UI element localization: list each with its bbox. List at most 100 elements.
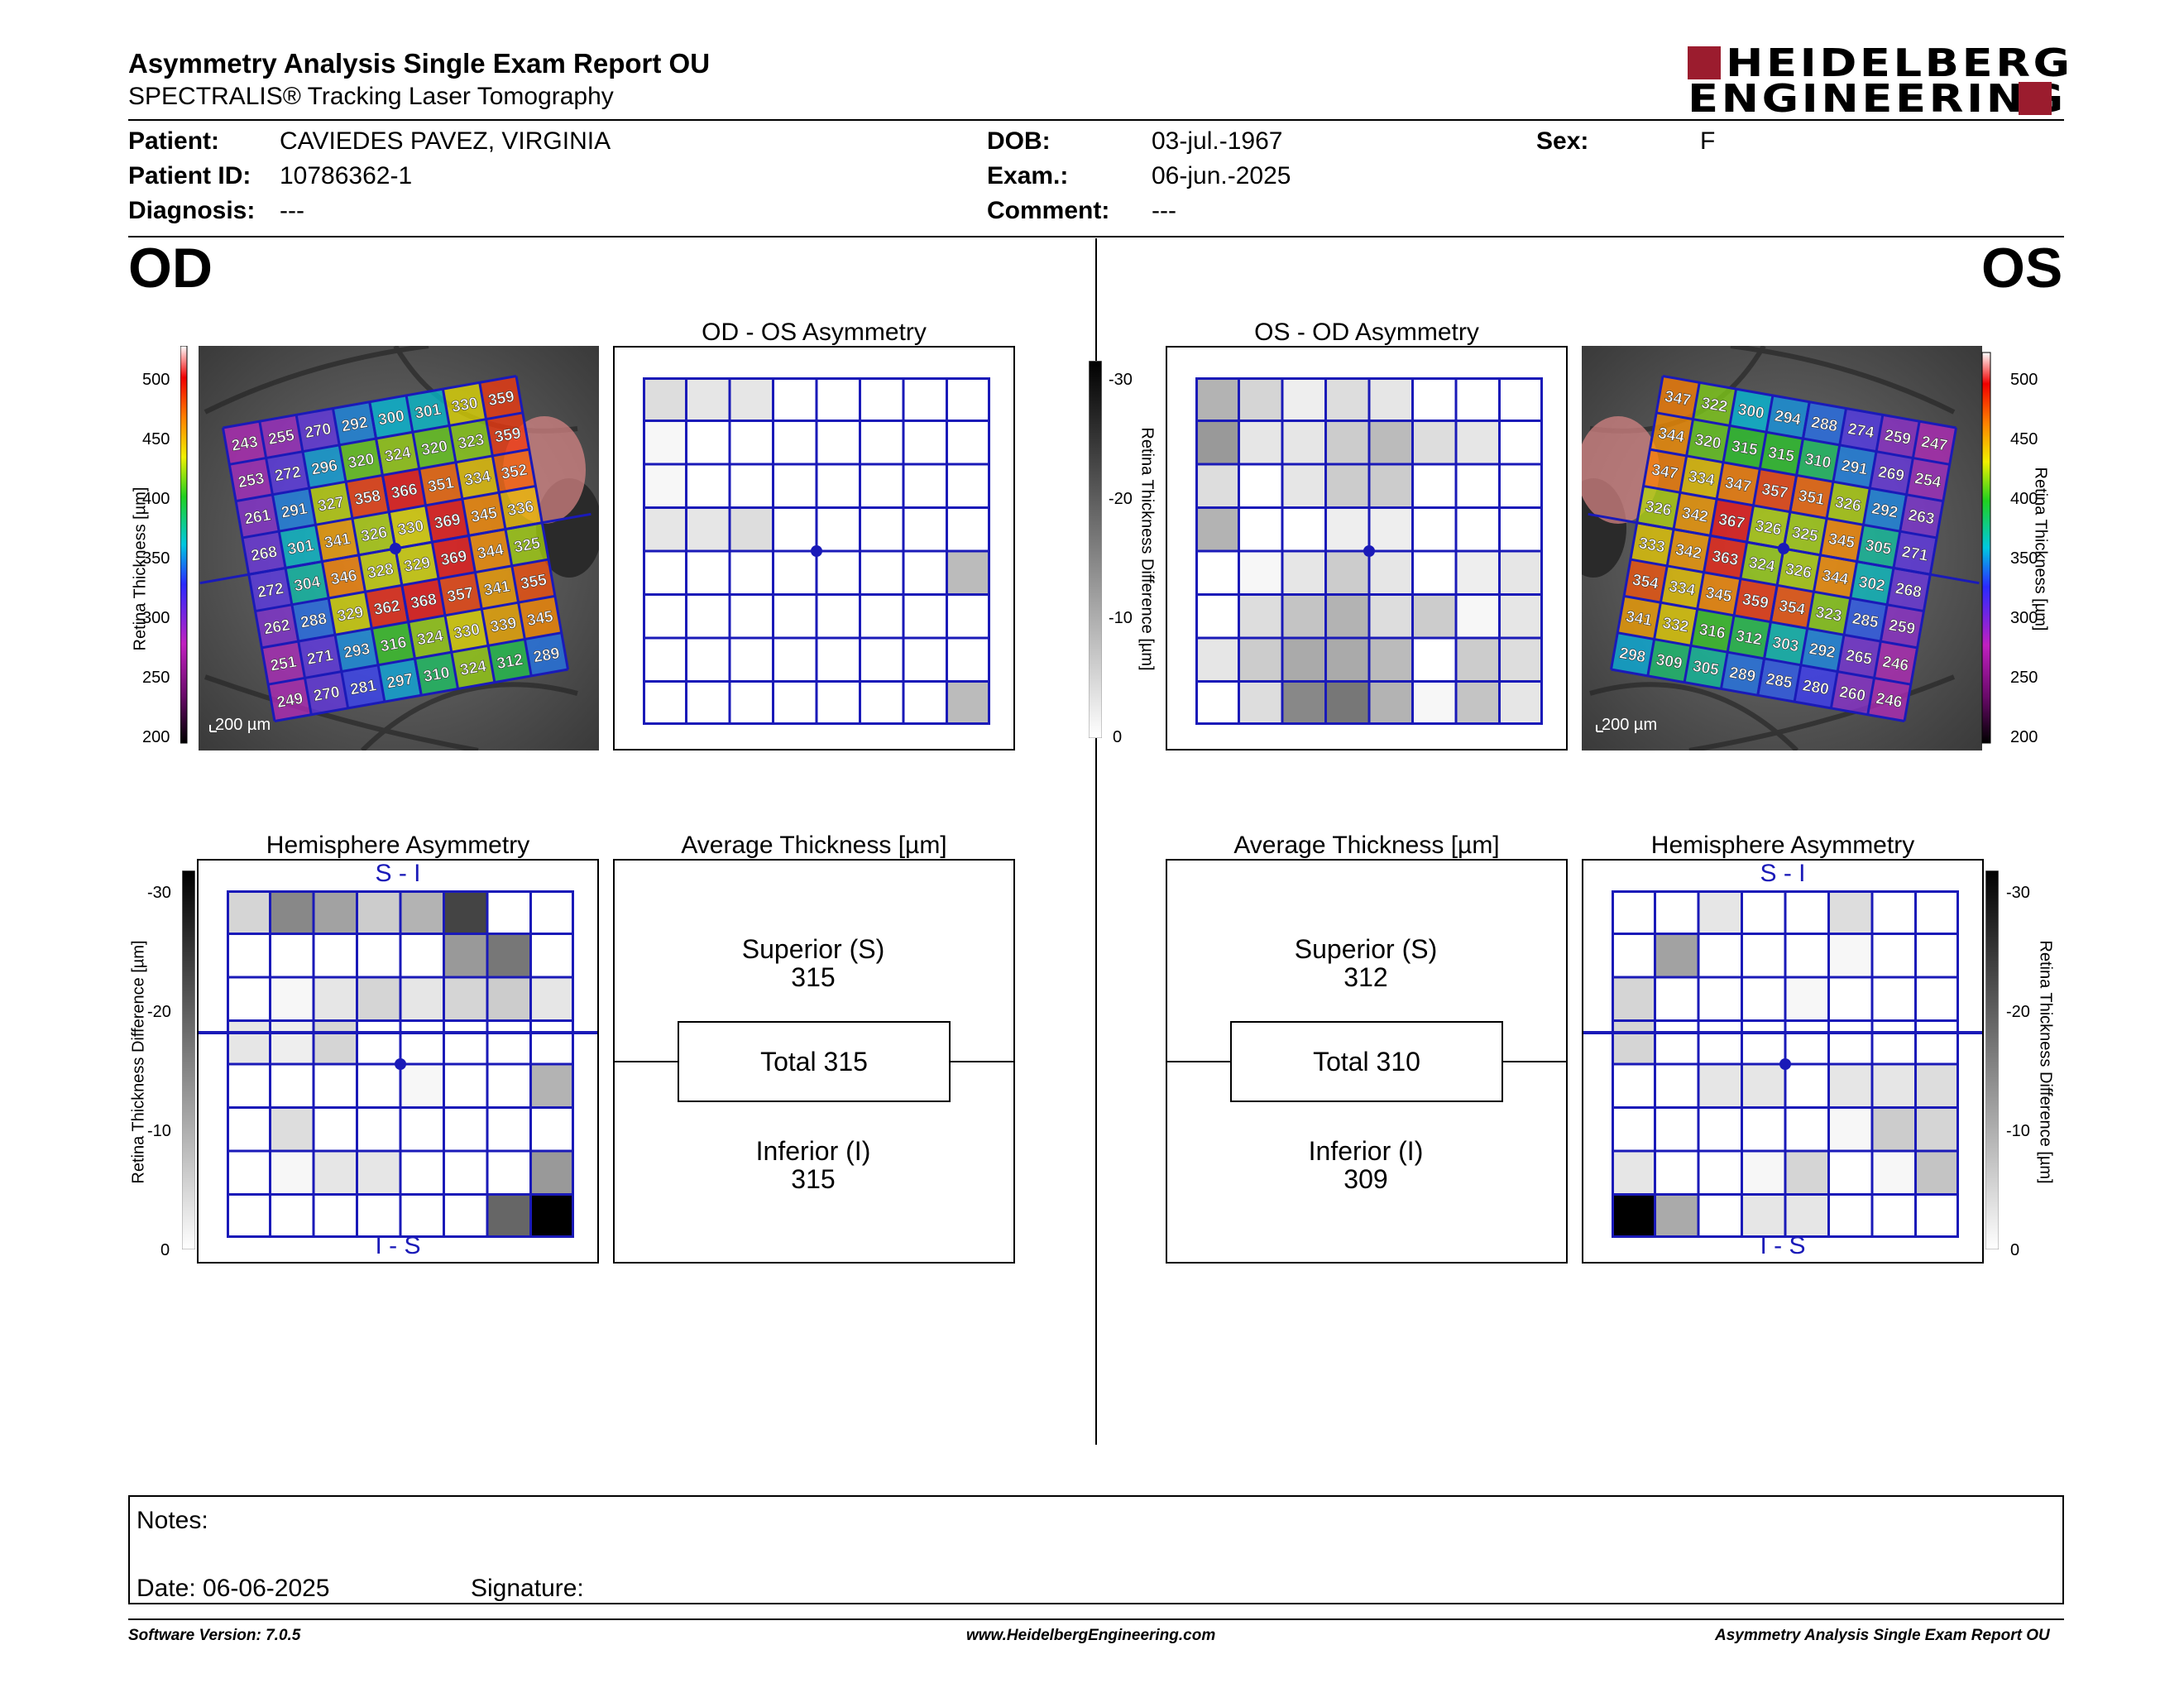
os-hemi-cell — [1612, 1193, 1656, 1238]
os-asym-cell — [1324, 549, 1371, 596]
os-asym-cell — [1281, 506, 1327, 553]
dob-label: DOB: — [987, 127, 1051, 155]
od-thickness-cell — [268, 678, 312, 722]
od-hemi-tick: -10 — [147, 1122, 171, 1140]
os-hemi-cell — [1784, 1149, 1830, 1196]
os-hemi-cell — [1914, 890, 1959, 935]
logo-line1: HEIDELBERG — [1688, 44, 2070, 82]
od-asym-cell — [859, 463, 905, 509]
os-hemi-cell — [1612, 1062, 1656, 1109]
od-hemi-cell — [529, 1106, 574, 1153]
od-thickness-tick: 200 — [142, 728, 170, 746]
os-asym-cell — [1281, 549, 1327, 596]
os-label: OS — [1981, 237, 2063, 300]
os-thickness-cell — [1660, 565, 1704, 610]
od-thickness-cell — [475, 565, 519, 610]
logo-text-top: HEIDELBERG — [1726, 41, 2073, 85]
os-asym-cell — [1454, 420, 1501, 466]
os-thickness-value: 320 — [1693, 431, 1722, 453]
os-hemi-cell — [1914, 1149, 1959, 1196]
od-hemi-cell — [227, 890, 271, 935]
od-thickness-cell — [339, 439, 383, 482]
od-asym-cell — [946, 506, 990, 553]
logo-square-top — [1688, 46, 1721, 79]
os-hemi-cell — [1654, 1062, 1700, 1109]
od-asym-cell — [902, 636, 948, 683]
od-thickness-cell — [395, 542, 439, 586]
os-hemi-tick: -20 — [2006, 1003, 2030, 1021]
od-hemi-cell — [399, 933, 445, 979]
os-thickness-cell — [1870, 451, 1913, 495]
od-asym-cell — [728, 636, 774, 683]
os-thickness-cell — [1831, 671, 1875, 715]
od-hemi-cell — [443, 1019, 489, 1066]
os-hemi-midline — [1583, 1031, 1982, 1034]
od-asym-cell — [643, 506, 687, 553]
os-thickness-axis-label: Retina Thickness [µm] — [2031, 467, 2050, 631]
os-hemi-title: Hemisphere Asymmetry — [1650, 832, 1915, 859]
od-thickness-cell — [449, 419, 493, 463]
od-inferior-label: Inferior (I) — [755, 1136, 871, 1166]
os-hemi-cell — [1612, 976, 1656, 1022]
os-thickness-cell — [1827, 482, 1870, 525]
od-hemi-cell — [356, 933, 402, 979]
od-asym-grid — [643, 377, 990, 725]
os-thickness-cell — [1686, 419, 1730, 463]
os-hemi-cell — [1784, 1106, 1830, 1153]
od-thickness-cell — [378, 658, 422, 703]
os-hemi-cell — [1741, 933, 1787, 979]
od-hemi-cell — [443, 1062, 489, 1109]
os-thickness-cell — [1813, 554, 1857, 598]
os-asym-cell — [1238, 549, 1284, 596]
od-thickness-tick: 450 — [142, 430, 170, 448]
os-hemi-cell — [1612, 1106, 1656, 1153]
os-hemi-cell — [1612, 933, 1656, 979]
diff-tick: 0 — [1113, 728, 1123, 746]
os-thickness-cell — [1887, 568, 1931, 611]
os-asym-cell — [1367, 636, 1414, 683]
os-hemi-cell — [1612, 890, 1656, 935]
os-asym-cell — [1281, 377, 1327, 422]
os-hemi-panel: S - I I - S — [1582, 859, 1984, 1264]
os-avg-title: Average Thickness [µm] — [1233, 832, 1500, 859]
os-thickness-cell — [1643, 449, 1687, 493]
od-thickness-cell — [365, 585, 409, 629]
os-thickness-cell — [1770, 585, 1814, 629]
od-hemi-cell — [486, 890, 532, 935]
od-asym-cell — [902, 680, 948, 725]
od-hemi-title: Hemisphere Asymmetry — [266, 832, 530, 859]
os-thickness-value: 274 — [1846, 420, 1875, 442]
od-thickness-cell — [462, 492, 505, 536]
od-asym-cell — [859, 680, 905, 725]
od-thickness-cell — [443, 382, 486, 426]
od-thickness-axis-label: Retina Thickness [µm] — [131, 487, 150, 651]
os-asym-cell — [1195, 636, 1240, 683]
od-thickness-cell — [438, 572, 482, 616]
os-hemi-cell — [1741, 1106, 1787, 1153]
os-asym-cell — [1411, 506, 1458, 553]
od-thickness-cell — [242, 531, 286, 575]
od-thickness-value: 271 — [306, 647, 335, 669]
od-avg-title: Average Thickness [µm] — [681, 832, 947, 859]
od-thickness-cell — [412, 425, 457, 469]
os-asym-cell — [1367, 506, 1414, 553]
od-superior-label: Superior (S) — [741, 934, 885, 964]
os-hemi-cell — [1697, 1062, 1743, 1109]
exam-date: 06-jun.-2025 — [1152, 162, 1291, 189]
footer-website[interactable]: www.HeidelbergEngineering.com — [966, 1627, 1216, 1644]
os-thickness-value: 325 — [1790, 524, 1819, 545]
od-thickness-value: 329 — [403, 554, 432, 576]
os-asym-cell — [1367, 377, 1414, 422]
od-hemi-panel: S - I I - S — [197, 859, 599, 1264]
od-hemi-fovea-dot — [395, 1058, 406, 1070]
os-thickness-cell — [1684, 645, 1728, 689]
od-thickness-cell — [285, 561, 329, 605]
od-hemi-cell — [529, 1062, 574, 1109]
od-asym-cell — [946, 377, 990, 422]
patient-name: CAVIEDES PAVEZ, VIRGINIA — [280, 127, 611, 155]
os-asym-cell — [1195, 680, 1240, 725]
os-asym-title: OS - OD Asymmetry — [1254, 319, 1479, 346]
os-thickness-cell — [1630, 522, 1674, 566]
od-asym-cell — [946, 636, 990, 683]
od-asym-cell — [643, 593, 687, 640]
